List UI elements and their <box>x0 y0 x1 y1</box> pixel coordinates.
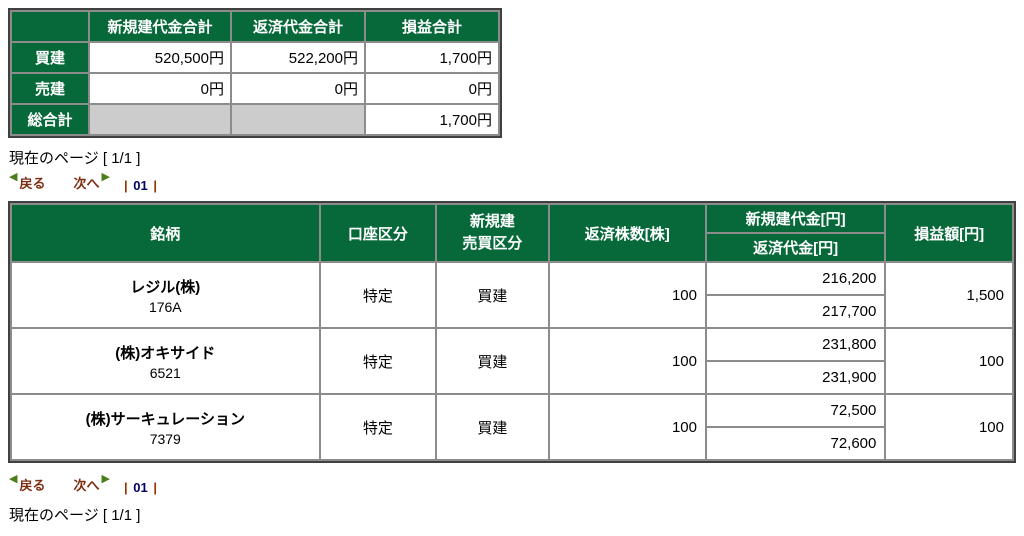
page-pipe-left: | <box>123 177 128 193</box>
next-link-label: 次へ <box>73 175 100 191</box>
next-arrow-icon: ▶ <box>101 170 110 183</box>
open-amount-cell: 72,500 <box>706 395 885 426</box>
header-trade-type-line2: 売買区分 <box>462 235 523 252</box>
summary-grand-close-total <box>232 105 364 134</box>
stock-cell: (株)オキサイド 6521 <box>12 329 319 393</box>
header-open-amount: 新規建代金[円] <box>706 205 885 232</box>
header-symbol: 銘柄 <box>12 205 319 261</box>
repay-shares-cell: 100 <box>549 263 705 327</box>
open-amount-cell: 216,200 <box>706 263 885 294</box>
position-row-3-sub: 72,600 <box>12 428 1012 459</box>
stock-cell: (株)サーキュレーション 7379 <box>12 395 319 459</box>
pagination-nav-bottom: ◀ 戻る 次へ ▶ | 01 | <box>9 472 1016 495</box>
header-pl-amount: 損益額[円] <box>886 205 1012 261</box>
summary-row-buy: 買建 520,500円 522,200円 1,700円 <box>12 43 498 72</box>
back-link-bottom[interactable]: ◀ 戻る <box>9 472 46 494</box>
next-arrow-icon: ▶ <box>101 472 110 485</box>
back-link-top[interactable]: ◀ 戻る <box>9 170 46 192</box>
position-row-3: (株)サーキュレーション 7379 特定 買建 100 72,500 100 <box>12 395 1012 459</box>
positions-header-row-1: 銘柄 口座区分 新規建 売買区分 返済株数[株] 新規建代金[円] 損益額[円] <box>12 205 1012 261</box>
open-amount-cell: 231,800 <box>706 329 885 360</box>
position-row-2-sub: 231,900 <box>12 362 1012 393</box>
summary-header-close-total: 返済代金合計 <box>232 12 364 41</box>
page-number-link[interactable]: 01 <box>133 177 148 193</box>
position-row-2: (株)オキサイド 6521 特定 買建 100 231,800 100 <box>12 329 1012 393</box>
summary-sell-close-total: 0円 <box>232 74 364 103</box>
repay-shares-cell: 100 <box>549 329 705 393</box>
back-link-label: 戻る <box>19 477 46 493</box>
pagination-nav-top: ◀ 戻る 次へ ▶ | 01 | <box>9 170 1016 193</box>
trade-type-cell: 買建 <box>437 329 548 393</box>
account-type-cell: 特定 <box>320 263 436 327</box>
page-pipe-left: | <box>123 479 128 495</box>
summary-buy-close-total: 522,200円 <box>232 43 364 72</box>
pl-amount-cell: 100 <box>886 329 1012 393</box>
header-account-type: 口座区分 <box>320 205 436 261</box>
positions-header-row-2: 返済代金[円] <box>12 234 1012 261</box>
summary-grand-pl-total: 1,700円 <box>366 105 498 134</box>
trade-type-cell: 買建 <box>437 395 548 459</box>
pl-amount-cell: 100 <box>886 395 1012 459</box>
stock-code: 6521 <box>149 364 181 381</box>
stock-name: (株)サーキュレーション <box>85 410 245 428</box>
summary-row-sell: 売建 0円 0円 0円 <box>12 74 498 103</box>
page-pipe-right: | <box>153 177 157 193</box>
summary-row-label-grand-total: 総合計 <box>12 105 88 134</box>
stock-cell: レジル(株) 176A <box>12 263 319 327</box>
close-amount-cell: 217,700 <box>706 296 885 327</box>
summary-corner-cell <box>12 12 88 41</box>
page-number-link[interactable]: 01 <box>133 479 148 495</box>
summary-header-row: 新規建代金合計 返済代金合計 損益合計 <box>12 12 498 41</box>
current-page-text-bottom: 現在のページ [ 1/1 ] <box>9 507 141 524</box>
page-number-indicator-top: | 01 | <box>124 178 157 193</box>
back-arrow-icon: ◀ <box>9 170 18 183</box>
stock-name: (株)オキサイド <box>115 344 216 362</box>
header-trade-type-line1: 新規建 <box>469 213 515 231</box>
summary-buy-pl-total: 1,700円 <box>366 43 498 72</box>
current-page-text-top: 現在のページ [ 1/1 ] <box>9 150 141 167</box>
header-repay-shares: 返済株数[株] <box>549 205 705 261</box>
trade-type-cell: 買建 <box>437 263 548 327</box>
pl-amount-cell: 1,500 <box>886 263 1012 327</box>
positions-table: 銘柄 口座区分 新規建 売買区分 返済株数[株] 新規建代金[円] 損益額[円]… <box>8 201 1016 463</box>
position-row-1-sub: 217,700 <box>12 296 1012 327</box>
next-link-label: 次へ <box>73 477 100 493</box>
stock-code: 176A <box>148 298 182 315</box>
stock-code: 7379 <box>149 430 181 447</box>
summary-buy-open-total: 520,500円 <box>90 43 230 72</box>
account-type-cell: 特定 <box>320 329 436 393</box>
close-amount-cell: 72,600 <box>706 428 885 459</box>
summary-row-grand-total: 総合計 1,700円 <box>12 105 498 134</box>
summary-header-open-total: 新規建代金合計 <box>90 12 230 41</box>
next-link-bottom[interactable]: 次へ ▶ <box>73 472 110 494</box>
back-arrow-icon: ◀ <box>9 472 18 485</box>
back-link-label: 戻る <box>19 175 46 191</box>
header-trade-type: 新規建 売買区分 <box>437 205 548 261</box>
summary-sell-open-total: 0円 <box>90 74 230 103</box>
account-type-cell: 特定 <box>320 395 436 459</box>
stock-name: レジル(株) <box>130 278 201 296</box>
page-pipe-right: | <box>153 479 157 495</box>
summary-header-pl-total: 損益合計 <box>366 12 498 41</box>
summary-row-label-buy: 買建 <box>12 43 88 72</box>
header-close-amount: 返済代金[円] <box>706 234 885 261</box>
summary-row-label-sell: 売建 <box>12 74 88 103</box>
page-number-indicator-bottom: | 01 | <box>124 480 157 495</box>
close-amount-cell: 231,900 <box>706 362 885 393</box>
summary-grand-open-total <box>90 105 230 134</box>
summary-table: 新規建代金合計 返済代金合計 損益合計 買建 520,500円 522,200円… <box>8 8 502 138</box>
summary-sell-pl-total: 0円 <box>366 74 498 103</box>
repay-shares-cell: 100 <box>549 395 705 459</box>
position-row-1: レジル(株) 176A 特定 買建 100 216,200 1,500 <box>12 263 1012 327</box>
next-link-top[interactable]: 次へ ▶ <box>73 170 110 192</box>
